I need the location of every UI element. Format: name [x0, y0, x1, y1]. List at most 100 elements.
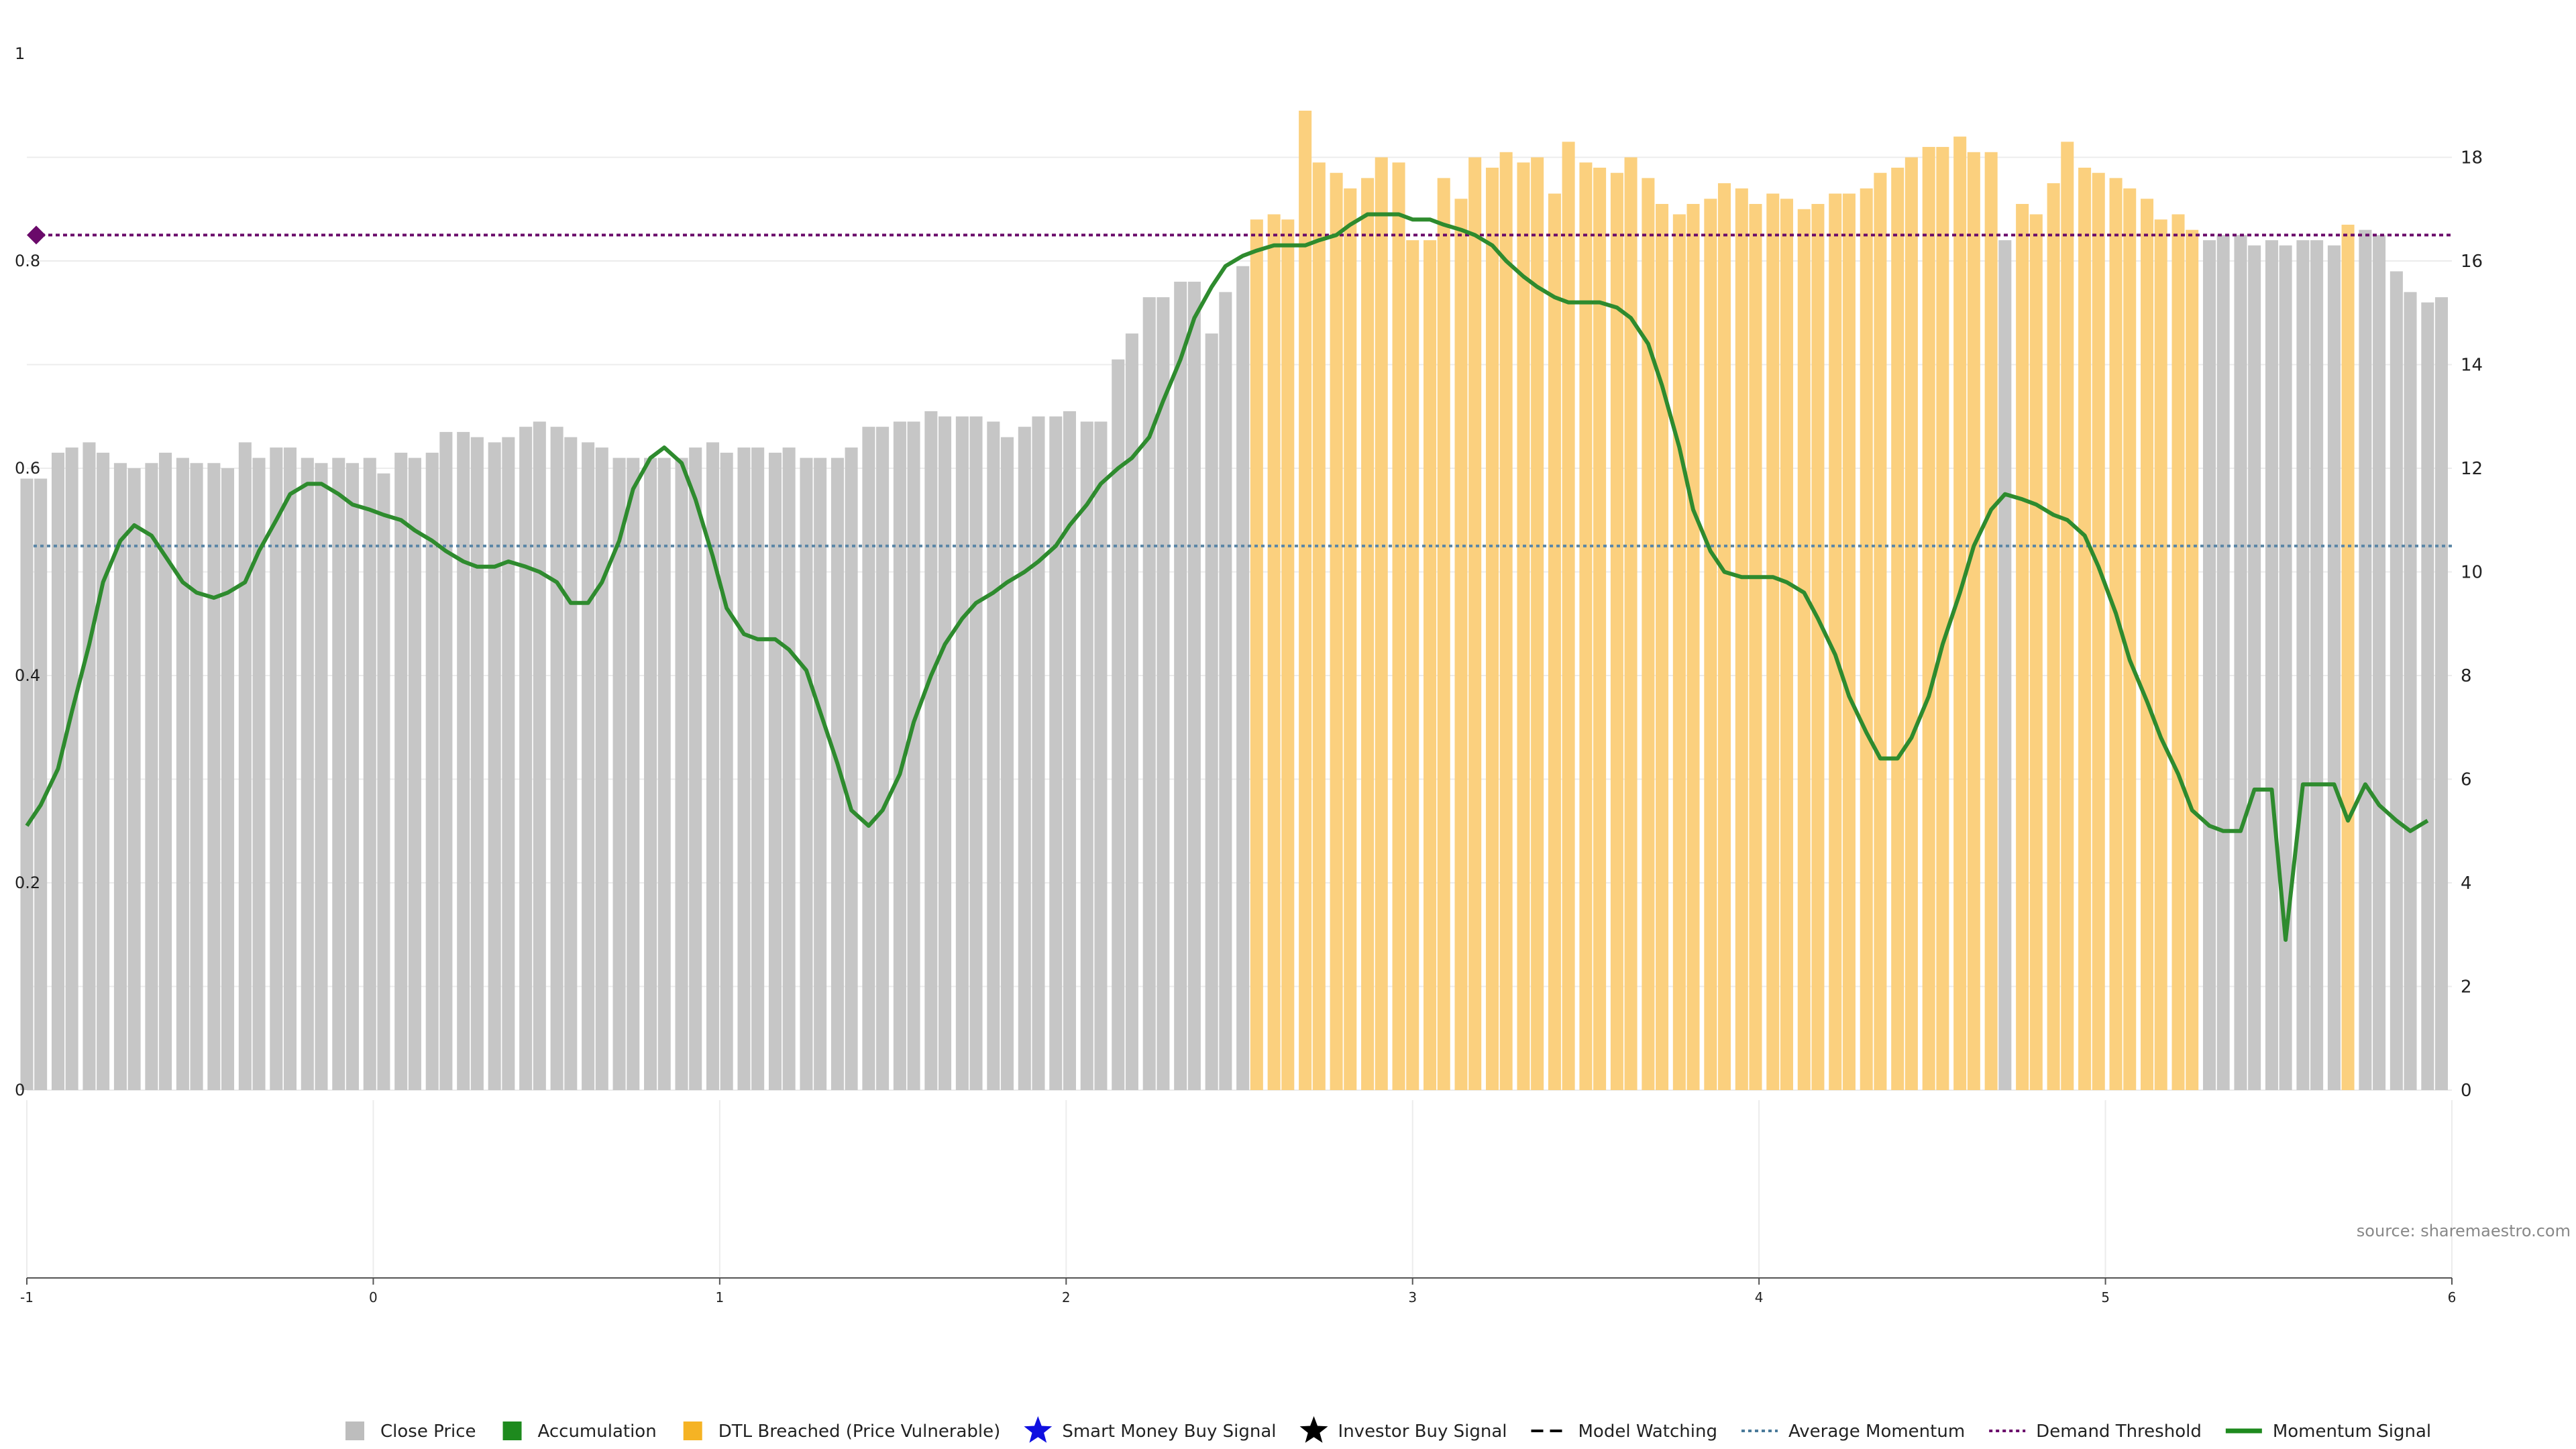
dtl-bar: [2047, 183, 2060, 1090]
dtl-bar: [1922, 147, 1935, 1090]
dtl-bar: [2078, 167, 2092, 1091]
y-right-tick-label: 14: [2461, 356, 2483, 376]
close-price-bar: [2421, 302, 2434, 1090]
close-price-bar: [301, 458, 314, 1090]
legend-label: Smart Money Buy Signal: [1062, 1421, 1276, 1442]
dtl-bar: [1392, 162, 1405, 1091]
dtl-bar: [2171, 214, 2185, 1091]
close-price-bar: [332, 458, 345, 1090]
close-price-bar: [408, 458, 421, 1090]
close-price-bar: [1000, 437, 1014, 1090]
close-price-bar: [924, 411, 938, 1090]
close-price-bar: [2216, 235, 2230, 1090]
close-price-bar: [2248, 245, 2261, 1091]
close-price-bar: [1049, 416, 1063, 1090]
close-price-bar: [595, 447, 608, 1090]
y-left-tick-label: 0.6: [15, 459, 40, 478]
close-price-bar: [2265, 240, 2278, 1091]
dtl-bar: [1735, 188, 1748, 1091]
x-tick-label: -1: [20, 1289, 34, 1305]
dtl-bar: [1842, 193, 1856, 1091]
close-price-bar: [814, 458, 827, 1090]
x-tick-label: 6: [2448, 1289, 2457, 1305]
close-price-bar: [938, 416, 952, 1090]
y-left-tick-label: 0.8: [15, 252, 40, 270]
close-price-bar: [2390, 271, 2403, 1091]
close-price-bar: [675, 458, 688, 1090]
x-tick-label: 3: [1408, 1289, 1417, 1305]
close-price-bar: [363, 458, 376, 1090]
legend-item: Close Price: [345, 1421, 476, 1442]
legend-star-icon: [1024, 1416, 1053, 1443]
close-price-bar: [470, 437, 484, 1090]
dtl-bar: [1344, 188, 1357, 1091]
close-price-bar: [689, 447, 702, 1090]
y-left-tick-label: 0: [15, 1081, 25, 1099]
dtl-bar: [1624, 157, 1638, 1090]
legend-label: Momentum Signal: [2273, 1421, 2431, 1442]
dtl-bar: [1984, 152, 1998, 1090]
close-price-bar: [1219, 292, 1232, 1091]
dtl-bar: [2016, 204, 2029, 1090]
legend-item: Model Watching: [1531, 1421, 1717, 1442]
dtl-bar: [2154, 219, 2167, 1091]
x-tick-label: 0: [369, 1289, 378, 1305]
dtl-bar: [1562, 142, 1575, 1091]
close-price-bar: [751, 447, 765, 1090]
legend-item: Investor Buy Signal: [1299, 1416, 1507, 1443]
close-price-bar: [97, 452, 110, 1090]
dtl-bar: [1406, 240, 1419, 1091]
momentum-signal-line: [25, 212, 2429, 942]
close-price-bar: [439, 431, 453, 1090]
close-price-bar: [1063, 411, 1076, 1090]
close-price-bar: [145, 463, 158, 1090]
close-price-bar: [768, 452, 782, 1090]
dtl-bar: [1250, 219, 1263, 1091]
close-price-bar: [1018, 427, 1031, 1090]
close-price-bar: [706, 442, 720, 1090]
y-right-tick-label: 16: [2461, 252, 2483, 272]
legend-item: Average Momentum: [1741, 1421, 1965, 1442]
dtl-bar: [2123, 188, 2137, 1091]
dtl-bar: [1548, 193, 1561, 1091]
dtl-bar: [1437, 178, 1450, 1090]
dtl-bar: [1891, 167, 1904, 1091]
close-price-bar: [627, 458, 640, 1090]
dtl-bar: [1610, 172, 1623, 1090]
close-price-bar: [1125, 333, 1138, 1090]
close-price-bar: [83, 442, 96, 1090]
legend-label: Model Watching: [1578, 1421, 1717, 1442]
y-left-tick-label: 0.2: [15, 873, 40, 892]
legend-item: Accumulation: [502, 1421, 657, 1442]
close-price-bar: [190, 463, 203, 1090]
dtl-bar: [1454, 199, 1468, 1090]
close-price-bar: [502, 437, 515, 1090]
close-price-bar: [987, 421, 1000, 1090]
close-price-bar: [737, 447, 751, 1090]
dtl-bar: [2141, 199, 2154, 1090]
x-tick-label: 2: [1062, 1289, 1071, 1305]
dtl-bar: [1299, 110, 1312, 1091]
dtl-bar: [1766, 193, 1780, 1091]
dtl-bar: [1704, 199, 1717, 1090]
close-price-bar: [830, 458, 844, 1090]
dtl-bar: [1312, 162, 1326, 1091]
source-note: source: sharemaestro.com: [2357, 1222, 2571, 1240]
close-price-bar: [955, 416, 969, 1090]
close-price-bar: [252, 458, 266, 1090]
close-price-bar: [488, 442, 501, 1090]
legend-swatch: [683, 1421, 702, 1440]
x-tick-label: 1: [715, 1289, 724, 1305]
legend-item: Smart Money Buy Signal: [1024, 1416, 1277, 1443]
legend-star-icon: [1299, 1416, 1328, 1443]
close-price-bar: [1187, 281, 1201, 1090]
demand-threshold-marker: [27, 225, 46, 245]
close-price-bar: [1205, 333, 1218, 1090]
dtl-bar: [1874, 172, 1887, 1090]
close-price-bar: [644, 458, 657, 1090]
close-price-bar: [2373, 235, 2386, 1090]
dtl-bar: [1904, 157, 1918, 1090]
close-price-bar: [65, 447, 78, 1090]
dtl-bar: [2109, 178, 2123, 1090]
legend-item: Momentum Signal: [2225, 1421, 2431, 1442]
